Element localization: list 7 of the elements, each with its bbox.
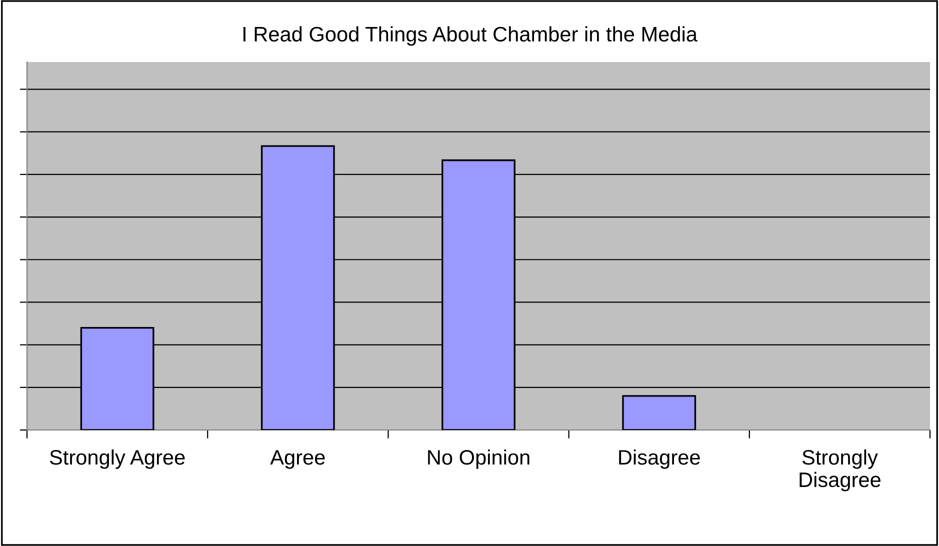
x-tick-label: Strongly Agree	[50, 449, 185, 469]
bar	[622, 395, 696, 430]
x-tick-label: No Opinion	[428, 449, 530, 469]
x-tick-label: Agree	[270, 450, 325, 469]
x-tick-label: Strongly Disagree	[800, 449, 880, 492]
chart-title: I Read Good Things About Chamber in the Media	[243, 26, 698, 46]
x-tick-label: Disagree	[619, 449, 700, 469]
